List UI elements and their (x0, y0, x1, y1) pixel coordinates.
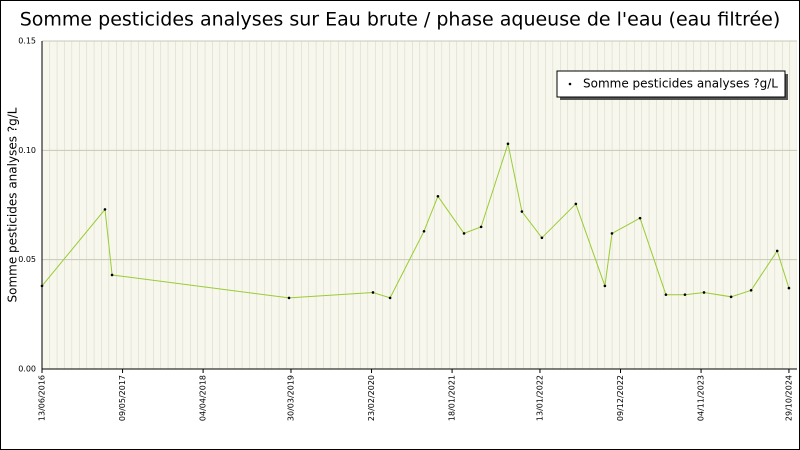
data-point (479, 225, 483, 229)
data-point (436, 194, 440, 198)
legend: Somme pesticides analyses ?g/L (556, 70, 788, 100)
data-point (729, 295, 733, 299)
data-point (574, 202, 578, 206)
legend-marker (568, 82, 572, 86)
data-point (388, 296, 392, 300)
data-point (540, 236, 544, 240)
plot: 0.00 0.05 0.10 0.15 13/06/2016 09/05/2017 04/0… (18, 37, 797, 421)
y-tick-label: 0.15 (18, 37, 36, 46)
x-tick-label: 30/03/2019 (286, 375, 295, 421)
data-point (110, 273, 114, 277)
y-tick-label: 0.10 (18, 146, 36, 155)
data-point (371, 291, 375, 294)
data-point (775, 249, 779, 253)
data-point (787, 286, 791, 290)
data-point (422, 229, 426, 233)
x-tick-label: 29/10/2024 (784, 375, 793, 421)
data-point (683, 293, 687, 296)
data-point (462, 232, 466, 235)
x-tick-label: 04/11/2023 (697, 375, 706, 421)
data-point (603, 284, 607, 288)
x-tick-label: 13/01/2022 (535, 375, 544, 421)
data-point (638, 216, 642, 220)
data-point (506, 142, 510, 146)
legend-box (556, 70, 786, 98)
data-point (287, 296, 291, 300)
y-axis-label: Somme pesticides analyses ?g/L (6, 107, 20, 302)
data-point (40, 284, 44, 288)
x-tick-label: 09/12/2022 (616, 375, 625, 421)
y-tick-label: 0.00 (18, 365, 36, 374)
data-point (664, 293, 668, 296)
data-point (520, 210, 524, 213)
chart-title: Somme pesticides analyses sur Eau brute … (20, 9, 781, 31)
legend-label: Somme pesticides analyses ?g/L (583, 77, 778, 91)
data-point (610, 232, 614, 235)
x-tick-label: 09/05/2017 (118, 375, 127, 421)
x-tick-label: 04/04/2018 (199, 375, 208, 421)
series-line (41, 141, 790, 299)
data-point (749, 288, 753, 292)
data-point (702, 291, 706, 294)
x-tick-label: 18/01/2021 (448, 375, 457, 421)
data-point (103, 208, 107, 211)
y-tick-label: 0.05 (18, 255, 36, 264)
x-tick-label: 13/06/2016 (38, 375, 47, 421)
x-tick-label: 23/02/2020 (367, 375, 376, 421)
